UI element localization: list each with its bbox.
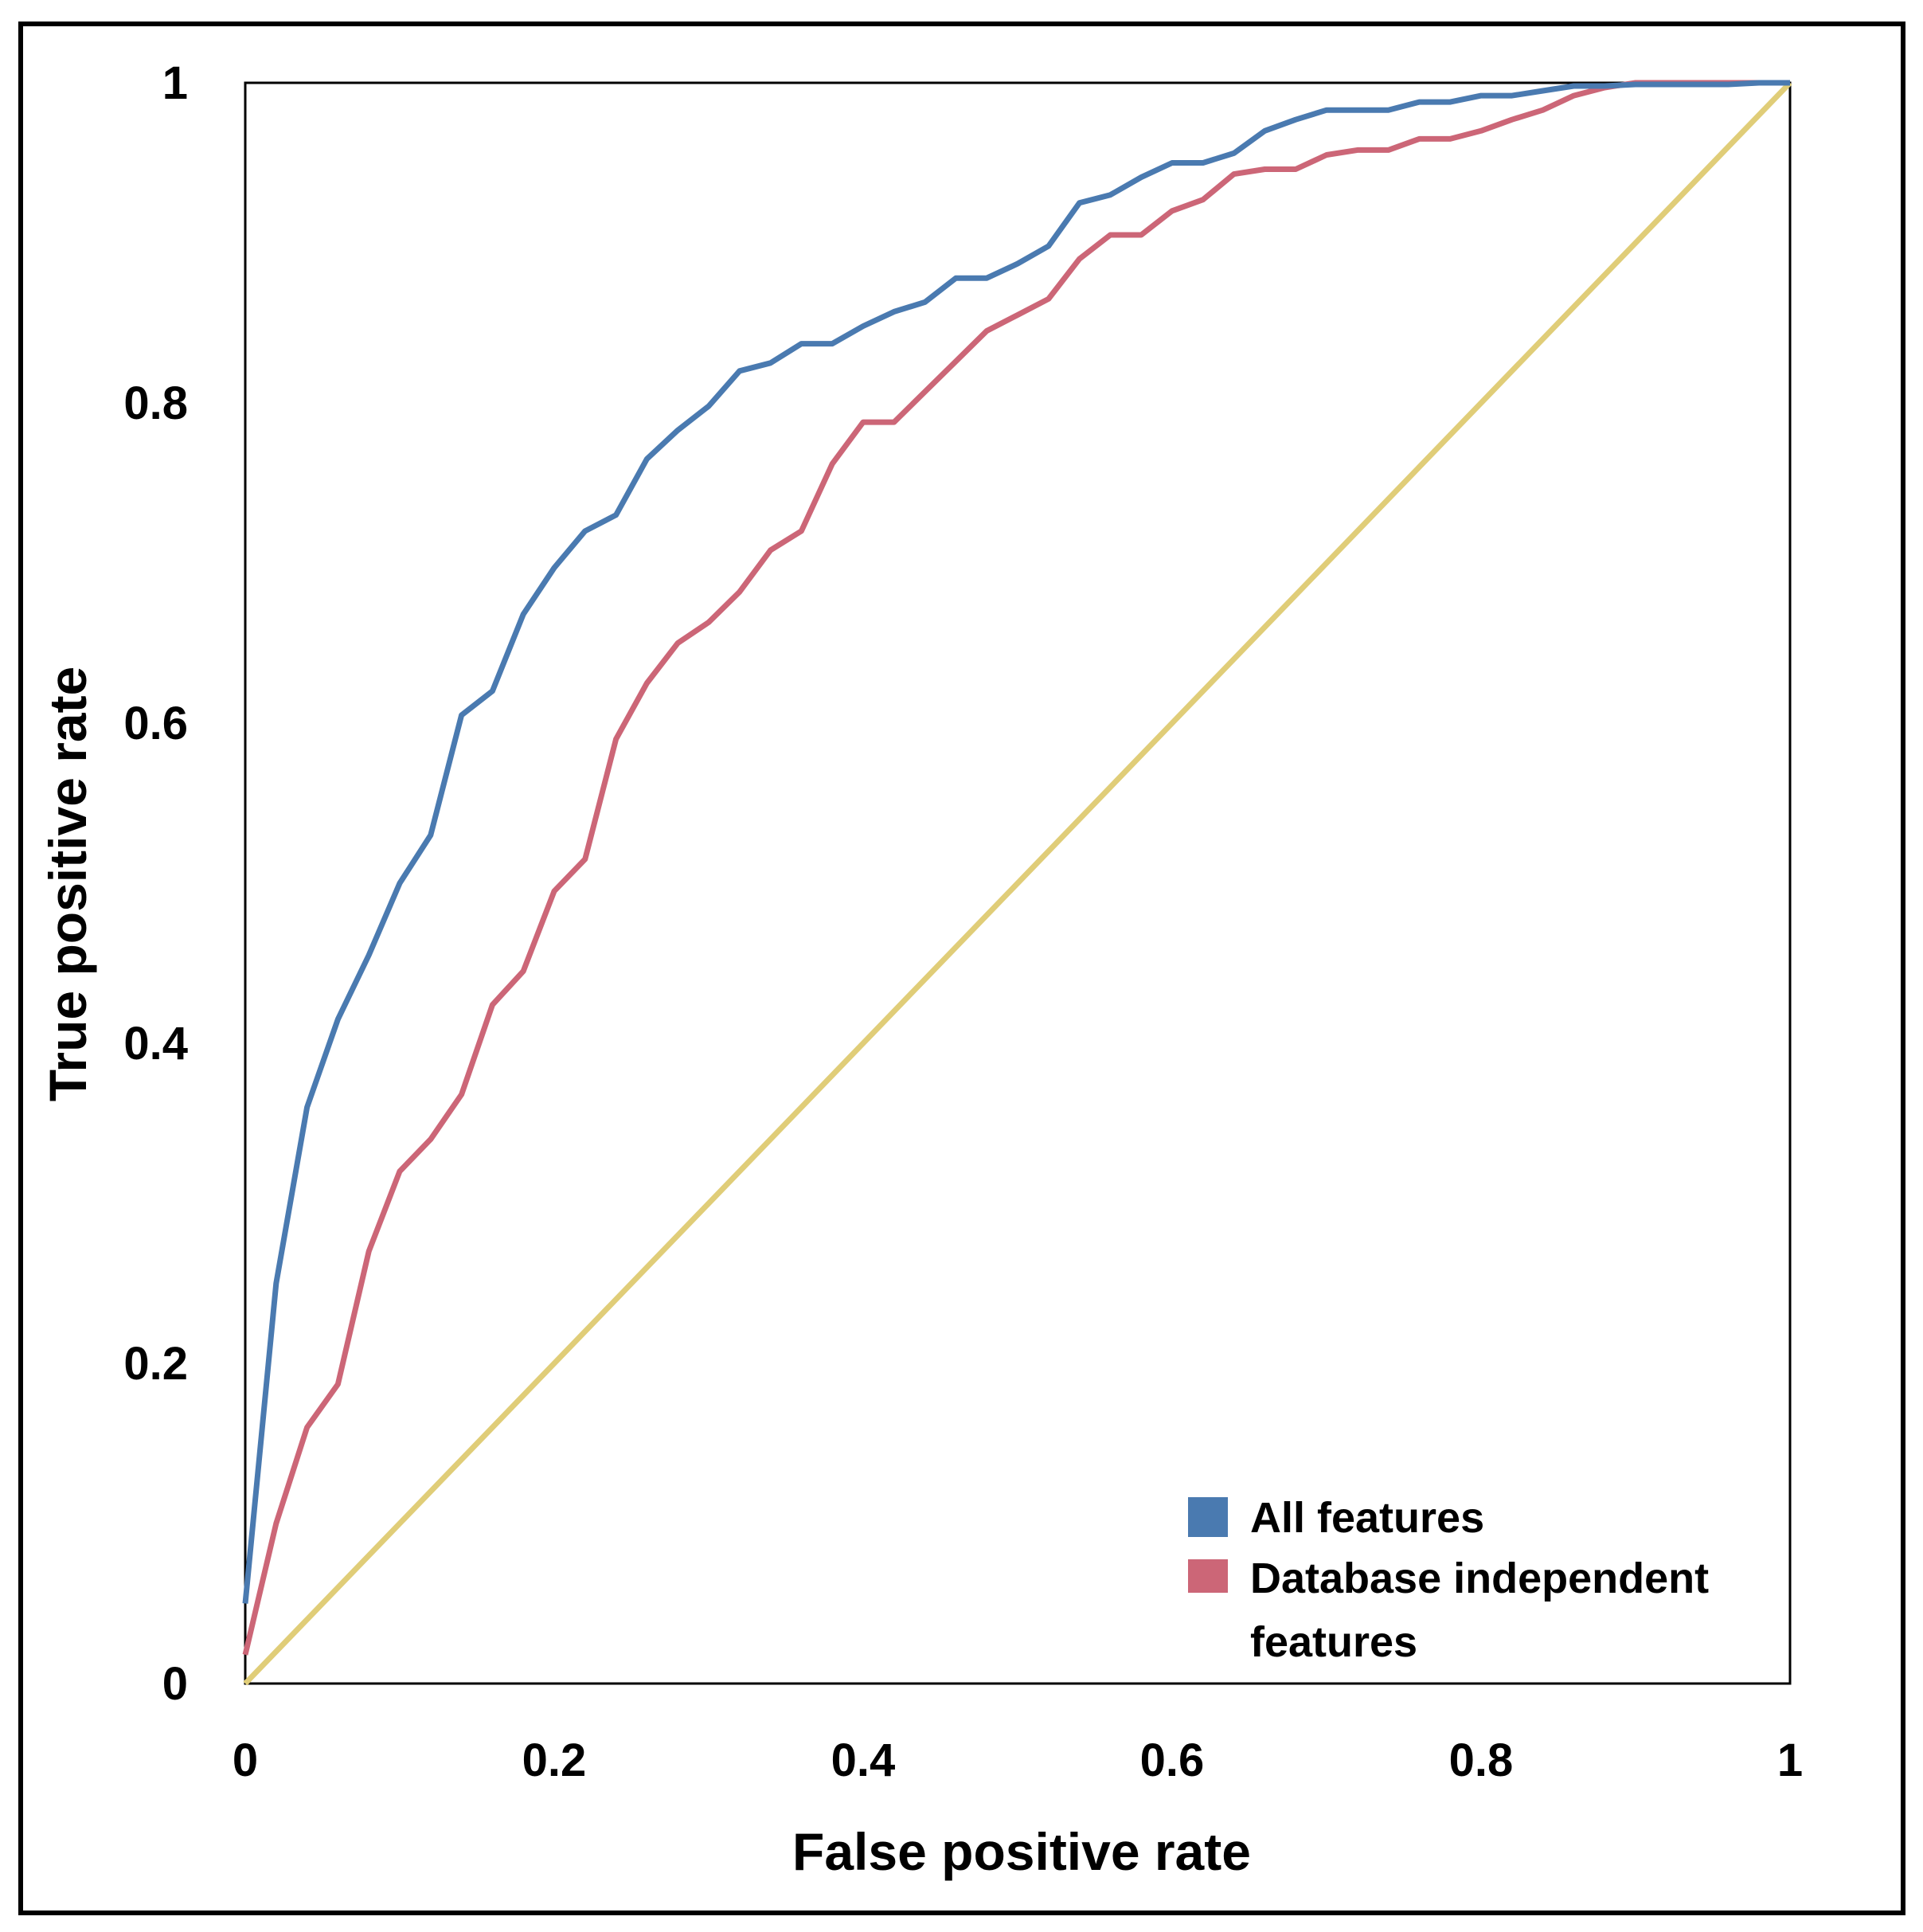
plot-area-frame [244, 81, 1792, 1685]
legend-label-all-features: All features [1250, 1494, 1484, 1542]
y-tick-label: 0.8 [123, 377, 188, 429]
roc-line-all-features [242, 80, 1790, 1604]
legend: All features Database independent featur… [1188, 1494, 1709, 1666]
y-tick-label: 1 [162, 57, 188, 109]
tick-layer: 0 0.2 0.4 0.6 0.8 1 0 0.2 0.4 0.6 0.8 1 [123, 57, 1803, 1786]
series-layer [242, 80, 1792, 1686]
legend-label-database-independent-line-2: features [1250, 1618, 1417, 1666]
random-chance-diagonal [243, 80, 1792, 1686]
x-tick-label: 0 [233, 1734, 258, 1786]
figure-border [18, 22, 1905, 1915]
y-tick-label: 0.6 [123, 698, 188, 749]
roc-line-database-independent [242, 80, 1790, 1656]
x-tick-label: 0.6 [1140, 1734, 1205, 1786]
y-axis-title: True positive rate [38, 667, 97, 1102]
x-axis-title: False positive rate [792, 1822, 1251, 1881]
y-tick-label: 0.4 [123, 1018, 188, 1070]
x-tick-label: 0.4 [831, 1734, 896, 1786]
y-tick-label: 0.2 [123, 1338, 188, 1390]
x-tick-label: 1 [1777, 1734, 1803, 1786]
legend-swatch-database-independent [1188, 1559, 1228, 1593]
x-tick-label: 0.2 [522, 1734, 587, 1786]
legend-label-database-independent-line-1: Database independent [1250, 1555, 1709, 1602]
y-tick-label: 0 [162, 1658, 188, 1710]
x-tick-label: 0.8 [1449, 1734, 1514, 1786]
legend-swatch-all-features [1188, 1497, 1228, 1537]
